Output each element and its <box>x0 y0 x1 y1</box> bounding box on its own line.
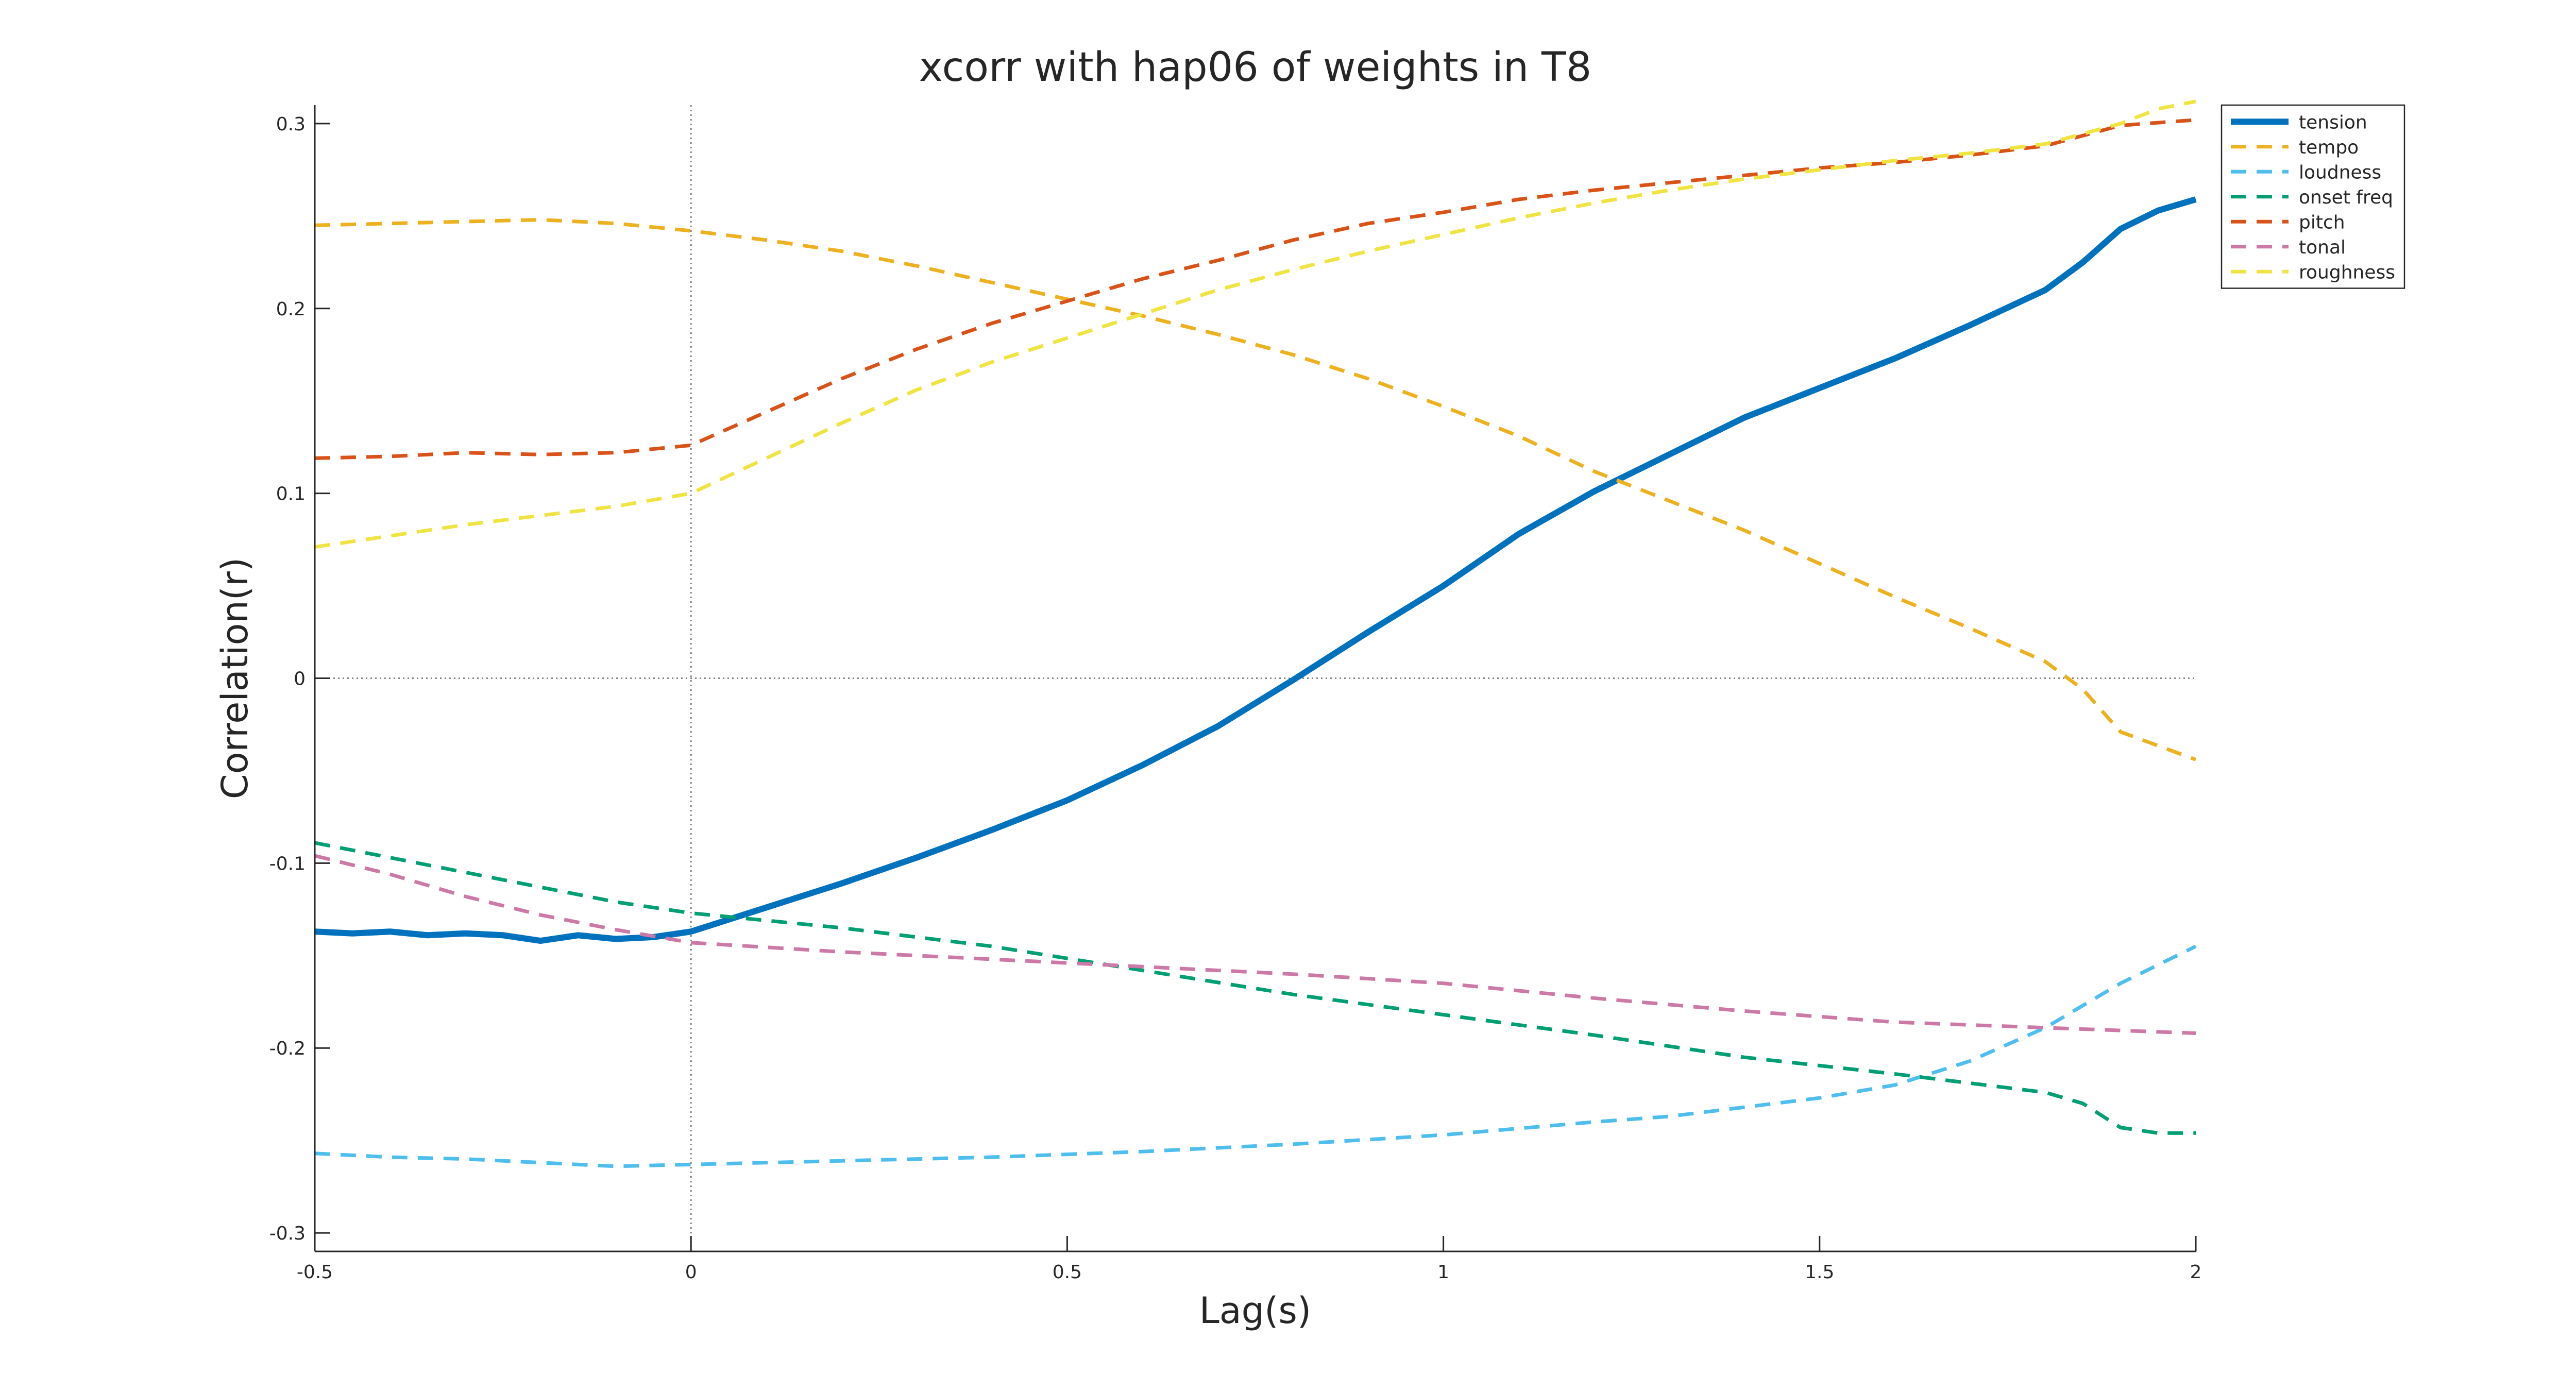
legend: tension tempo loudness onset freq pitch tonal… <box>2221 104 2405 289</box>
series-lines <box>314 99 2197 1168</box>
y-tick-label: -0.2 <box>269 1038 306 1059</box>
x-tick-label: 1 <box>1437 1262 1449 1283</box>
legend-label-loudness: loudness <box>2299 162 2381 183</box>
x-tick-label: 2 <box>2190 1262 2202 1283</box>
series-line-loudness <box>314 944 2197 1168</box>
y-tick-label: 0.2 <box>276 299 306 320</box>
series-line-tempo <box>314 218 2197 761</box>
y-axis-title: Correlation(r) <box>214 557 256 799</box>
series-line-tonal <box>314 854 2196 1035</box>
legend-label-pitch: pitch <box>2299 212 2345 233</box>
tick-marks: -0.5 0 0.5 1 1.5 2 -0.3 -0.2 -0.1 0 0.1 0.2 0.3 <box>269 114 2202 1283</box>
reference-lines <box>315 105 2196 1251</box>
x-tick-label: 0 <box>685 1262 697 1283</box>
y-tick-label: -0.3 <box>269 1223 306 1244</box>
chart-title: xcorr with hap06 of weights in T8 <box>919 44 1592 91</box>
legend-label-onset-freq: onset freq <box>2299 187 2393 208</box>
legend-label-tonal: tonal <box>2299 237 2346 258</box>
y-tick-label: 0.1 <box>276 484 306 505</box>
legend-label-roughness: roughness <box>2299 262 2395 283</box>
x-tick-label: -0.5 <box>297 1262 333 1283</box>
x-tick-label: 0.5 <box>1053 1262 1082 1283</box>
legend-label-tempo: tempo <box>2299 137 2359 158</box>
x-tick-label: 1.5 <box>1805 1262 1834 1283</box>
series-line-roughness <box>314 99 2196 549</box>
y-tick-label: -0.1 <box>269 853 306 874</box>
x-axis-title: Lag(s) <box>1199 1290 1311 1332</box>
series-line-tension <box>314 196 2197 944</box>
legend-label-tension: tension <box>2299 112 2367 133</box>
y-tick-label: 0 <box>294 669 306 690</box>
legend-box <box>2221 104 2405 289</box>
y-tick-label: 0.3 <box>276 114 306 135</box>
series-line-onset-freq <box>314 841 2196 1135</box>
